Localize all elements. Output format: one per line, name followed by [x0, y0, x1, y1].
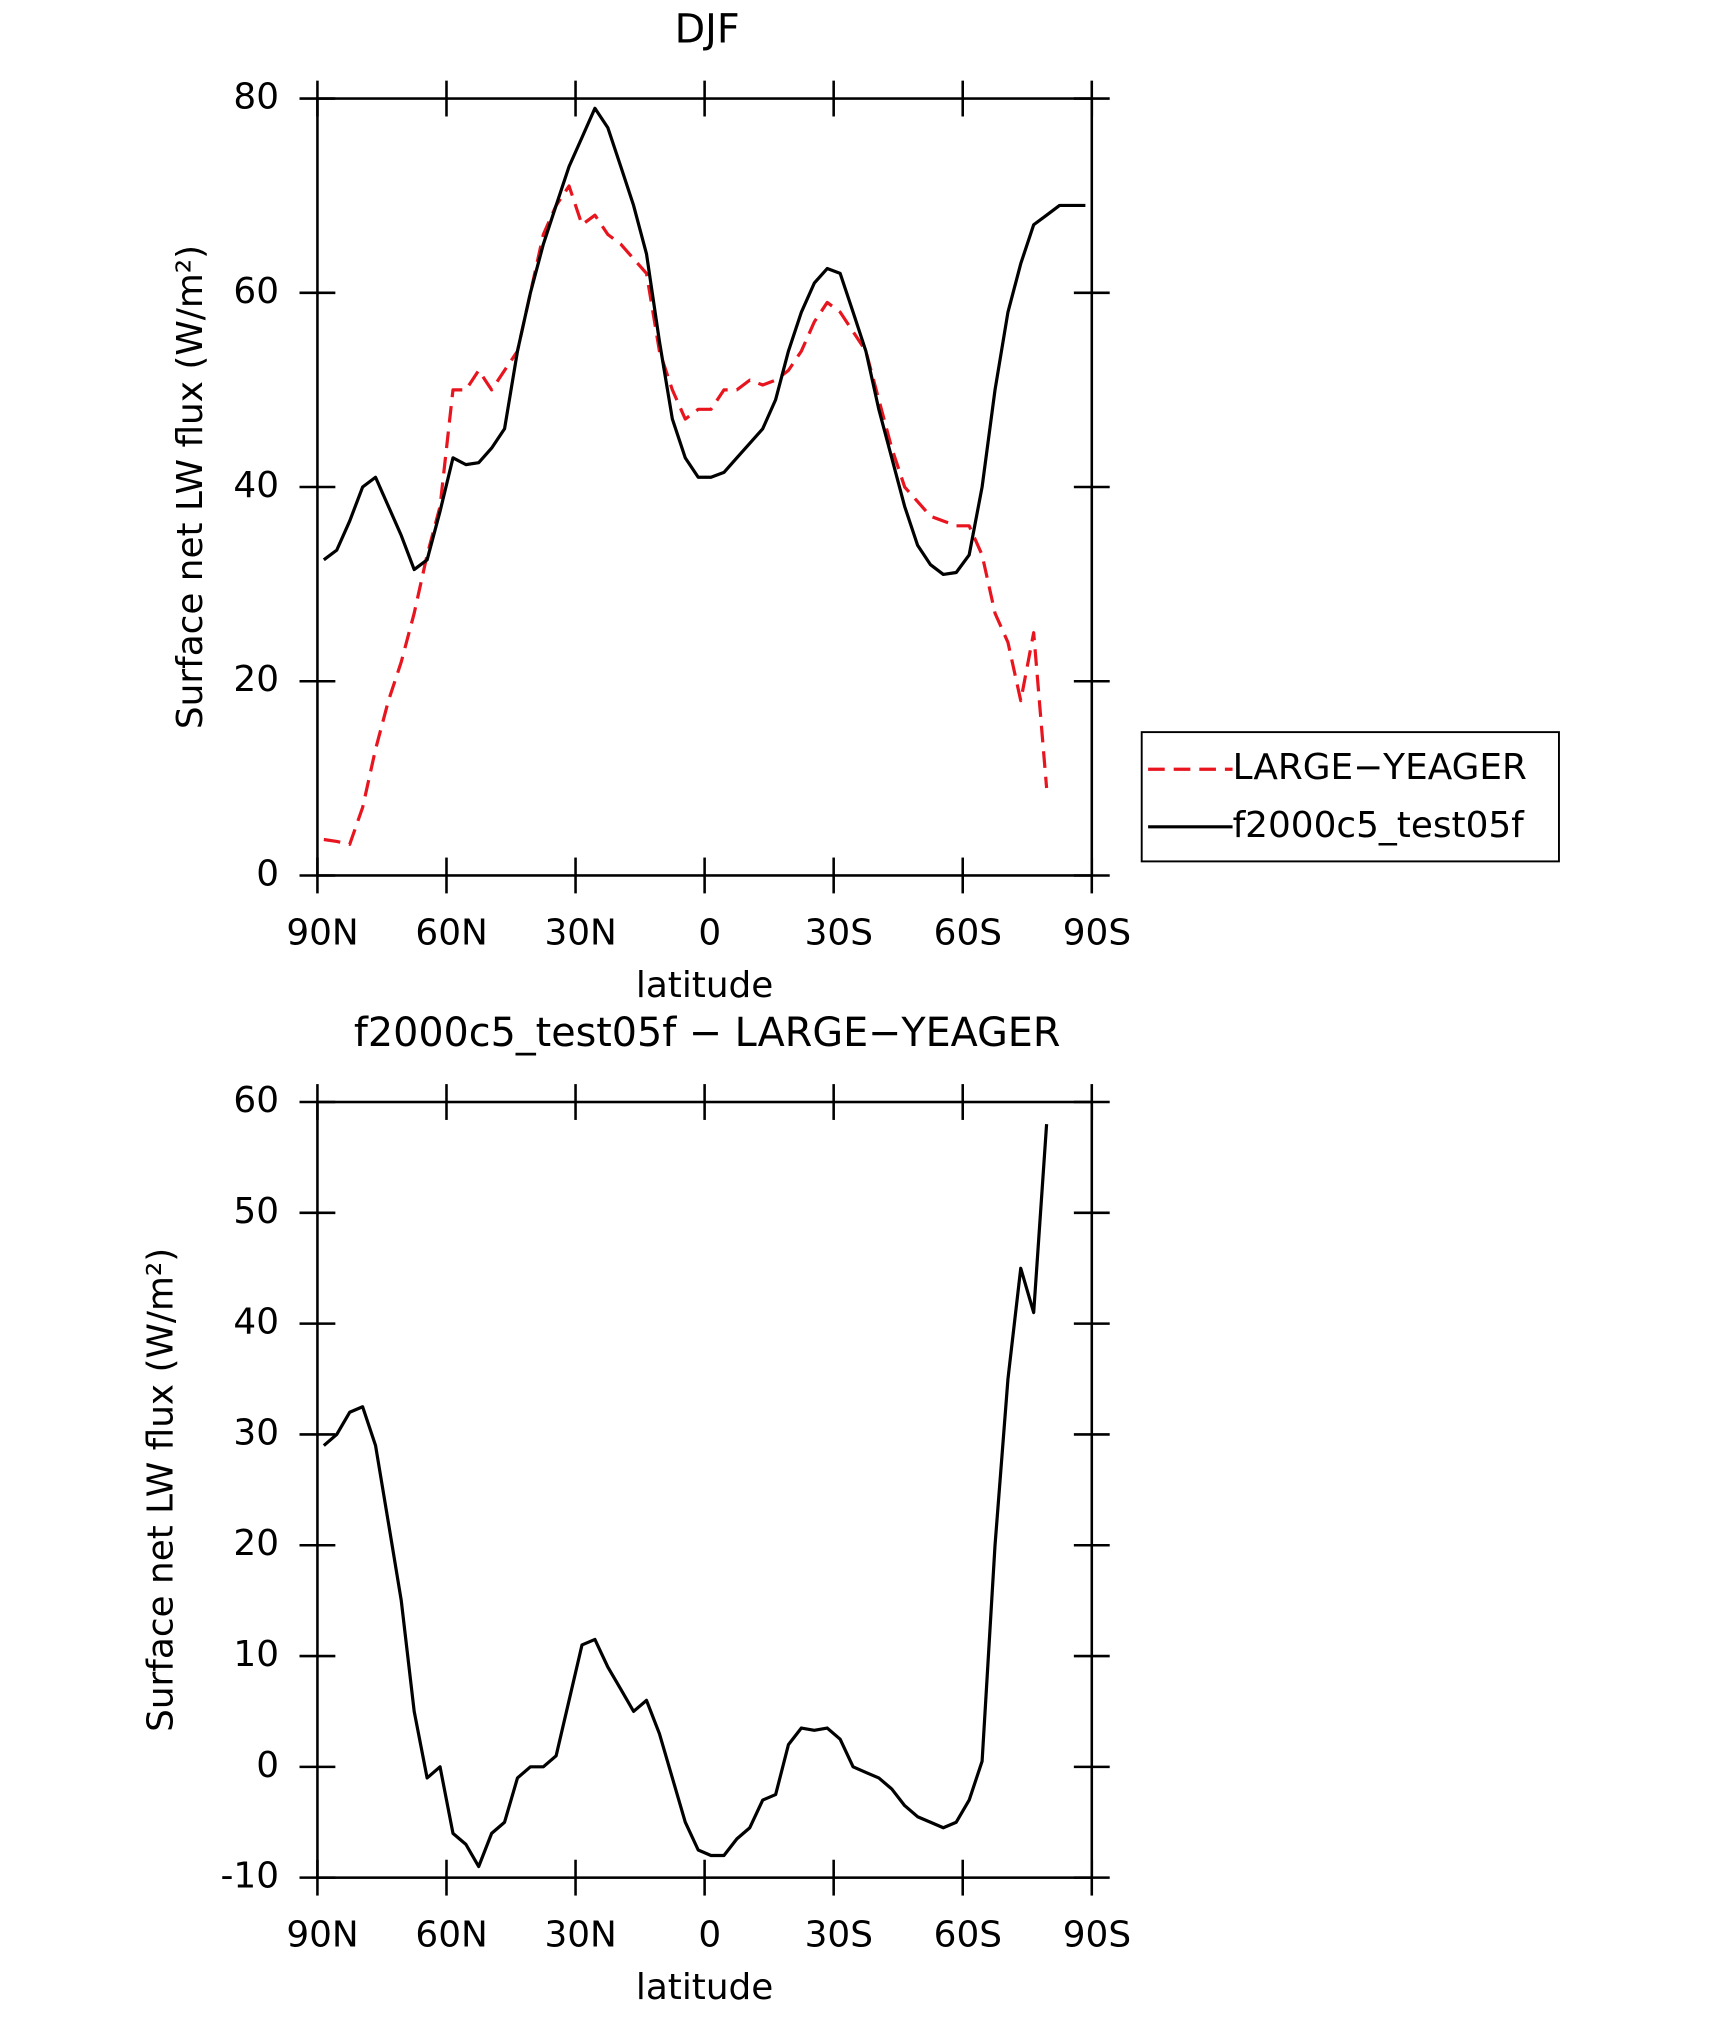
plot-frame [316, 1100, 1094, 1879]
series-line [322, 1124, 1049, 1869]
x-tick-label: 60S [934, 912, 1002, 953]
y-tick-label: 40 [233, 465, 279, 506]
x-tick-label: 30S [805, 1915, 873, 1956]
x-tick-label: 60N [415, 1915, 487, 1956]
y-tick-label: 20 [233, 1523, 279, 1564]
legend-label: f2000c5_test05f [1233, 805, 1526, 846]
x-tick-label: 0 [698, 1915, 721, 1956]
y-tick-label: -10 [221, 1856, 280, 1897]
x-tick-label: 90N [286, 912, 358, 953]
y-tick-label: 0 [256, 1745, 279, 1786]
x-tick-label: 30N [544, 1915, 616, 1956]
x-tick-label: 90N [286, 1915, 358, 1956]
x-tick-label: 0 [698, 912, 721, 953]
chart-title: f2000c5_test05f − LARGE−YEAGER [354, 1010, 1061, 1056]
y-axis-label: Surface net LW flux (W/m²) [141, 1248, 182, 1732]
x-tick-label: 90S [1063, 912, 1131, 953]
series-line [322, 106, 1086, 577]
y-tick-label: 60 [233, 1080, 279, 1121]
y-axis-label: Surface net LW flux (W/m²) [170, 245, 211, 729]
y-tick-label: 30 [233, 1412, 279, 1453]
x-tick-label: 60N [415, 912, 487, 953]
x-axis-label: latitude [636, 965, 773, 1006]
x-tick-label: 90S [1063, 1915, 1131, 1956]
y-tick-label: 50 [233, 1191, 279, 1232]
y-tick-label: 60 [233, 271, 279, 312]
x-tick-label: 30N [544, 912, 616, 953]
chart-title: DJF [675, 6, 740, 52]
legend-label: LARGE−YEAGER [1233, 747, 1527, 788]
y-tick-label: 20 [233, 659, 279, 700]
y-tick-label: 10 [233, 1634, 279, 1675]
y-tick-label: 40 [233, 1302, 279, 1343]
y-tick-label: 80 [233, 77, 279, 118]
y-tick-label: 0 [256, 853, 279, 894]
x-tick-label: 60S [934, 1915, 1002, 1956]
x-tick-label: 30S [805, 912, 873, 953]
plot-frame [316, 97, 1094, 877]
legend-box [1140, 731, 1560, 863]
x-axis-label: latitude [636, 1967, 773, 2008]
series-line [323, 184, 1049, 846]
